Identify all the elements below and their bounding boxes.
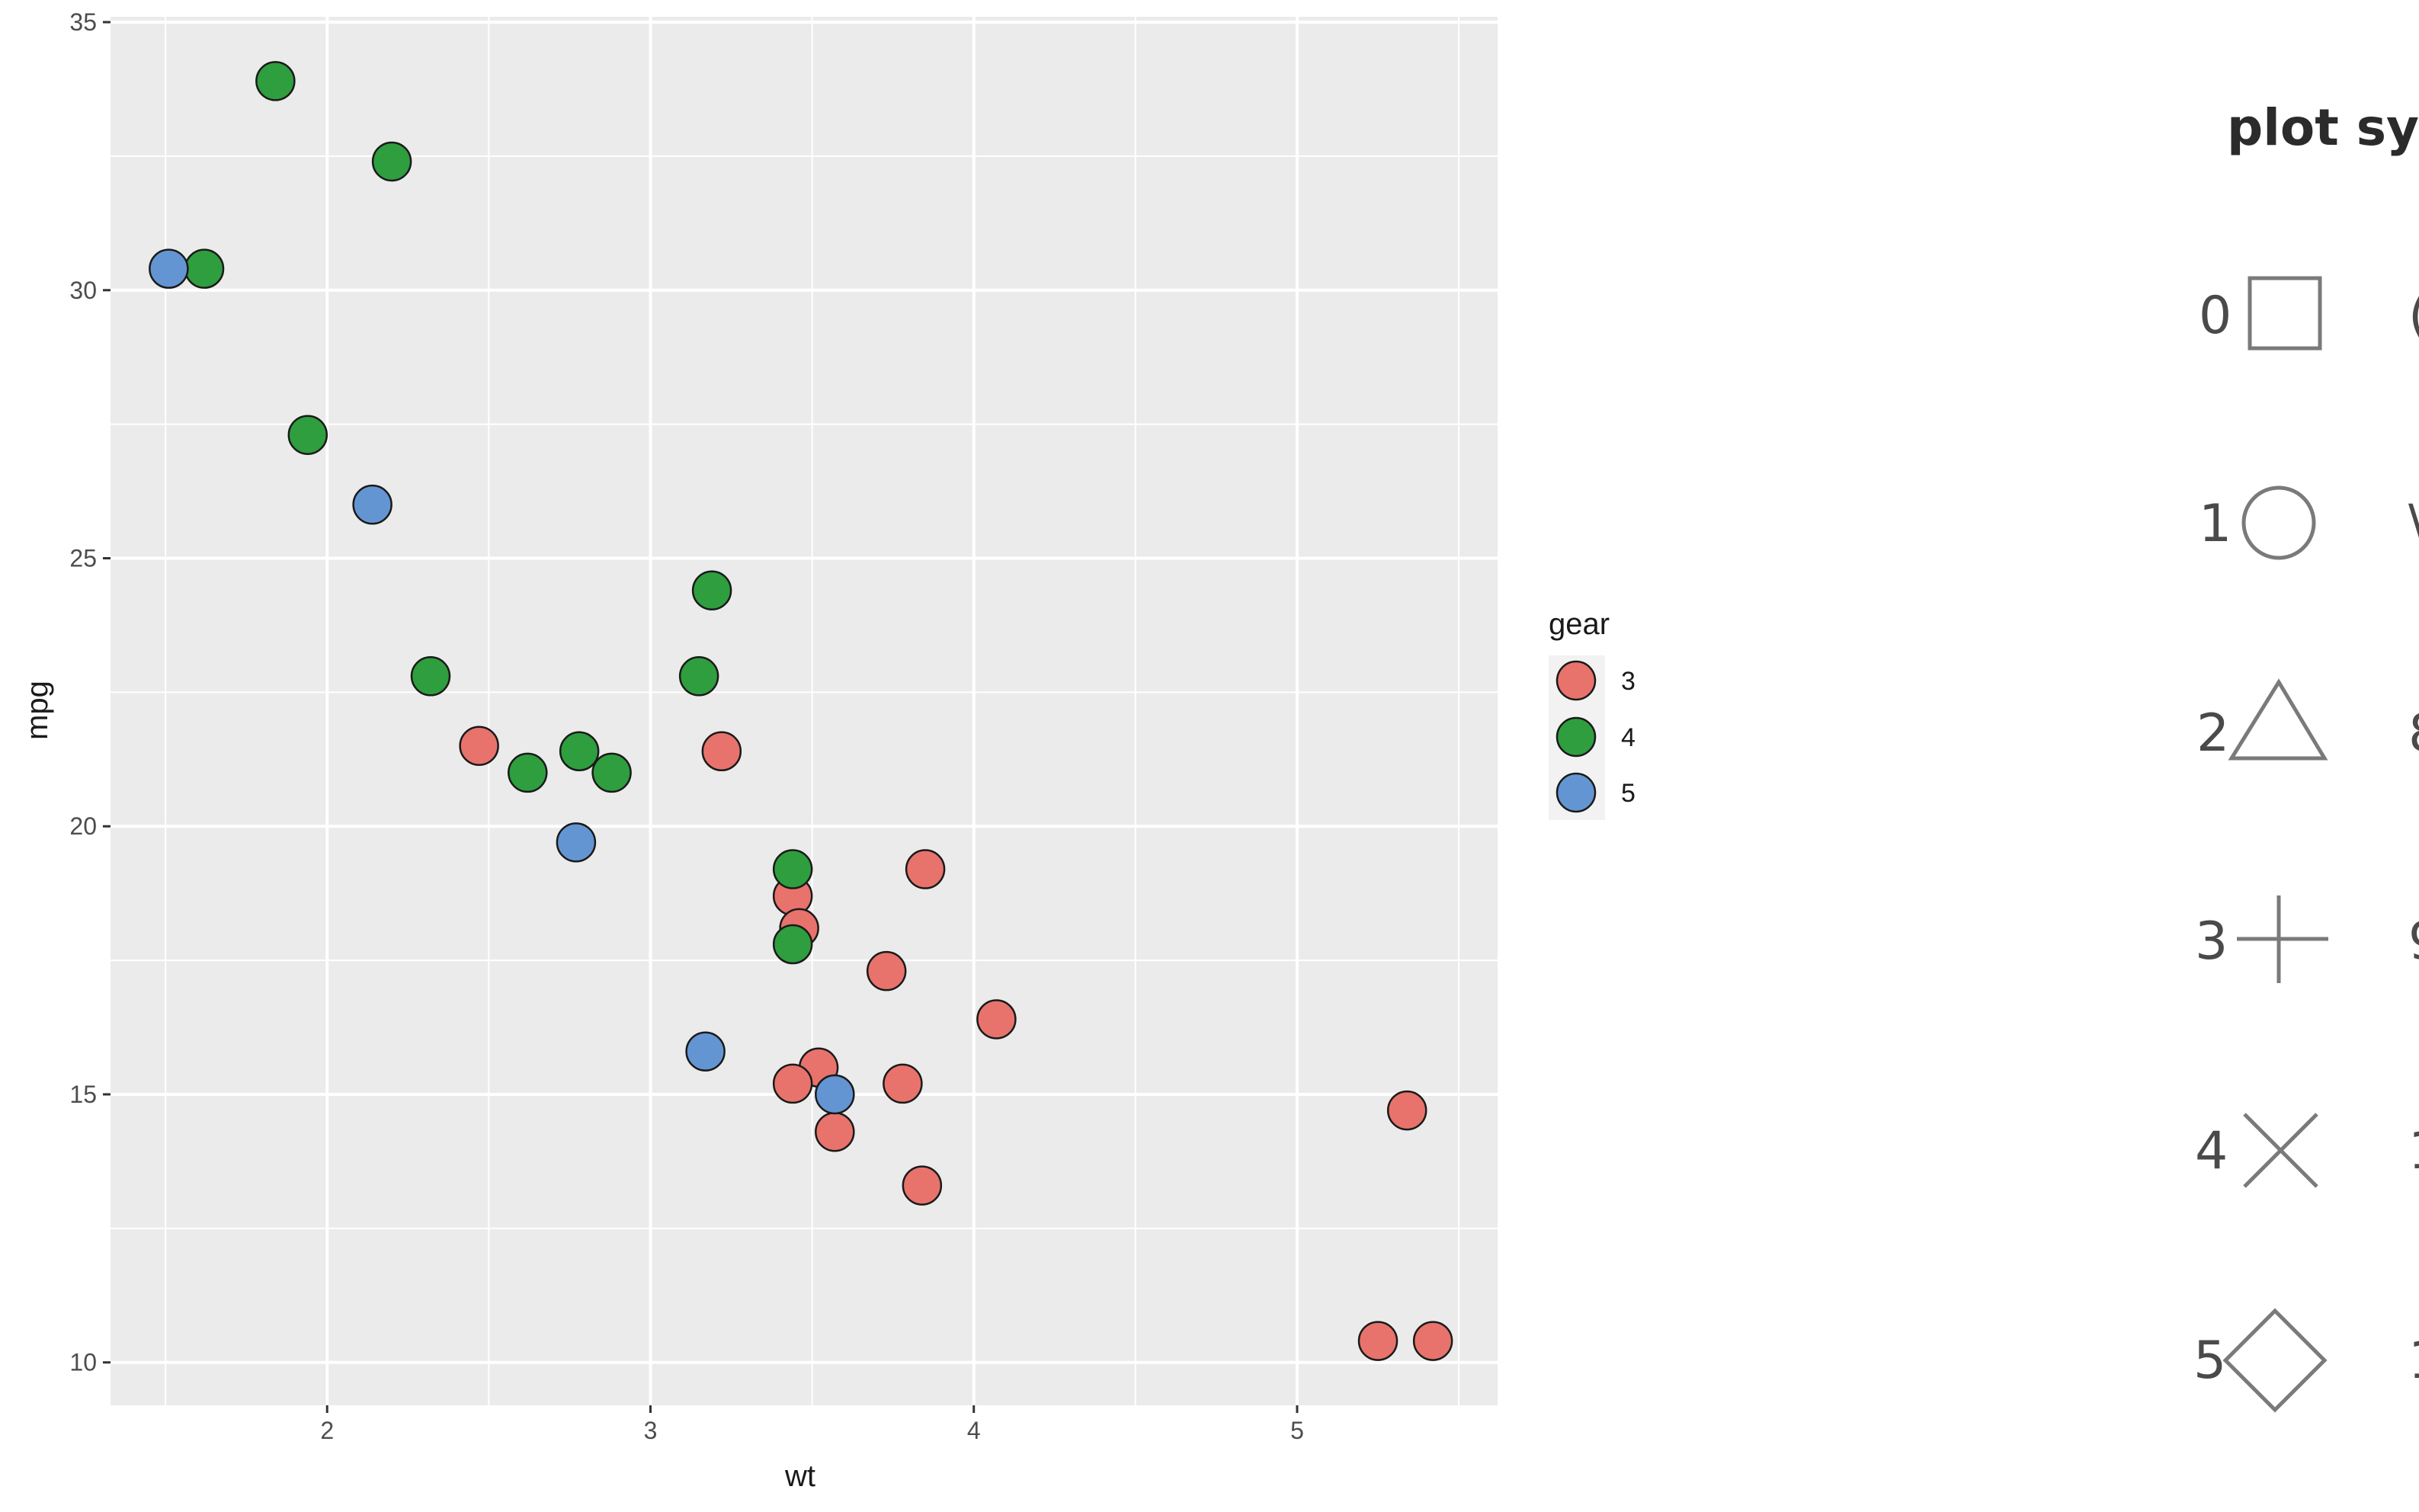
scatter-point-gear-4 [591,752,632,793]
scatter-point-gear-4 [287,415,328,455]
scatter-point-gear-3 [905,849,946,889]
scatter-point-gear-5 [685,1031,726,1072]
scatter-point-gear-4 [255,61,296,101]
symbol-right-col-3: 9 [2408,911,2419,972]
scatter-point-gear-4 [772,849,813,889]
minor-gridlines [111,17,1498,1405]
y-tick-label: 30 [69,277,97,304]
legend-title: gear [1549,607,1610,641]
scatter-point-gear-3 [1386,1090,1427,1131]
symbol-number-2: 2 [2196,703,2229,764]
plot-symbols-panel: plot sy 0 ( 1 \ 2 8 3 9 4 1 5 1 [2193,98,2419,1413]
x-tick-label: 2 [320,1417,334,1444]
scatter-point-gear-5 [149,248,189,289]
x-tick-label: 3 [644,1417,658,1444]
plus-icon [2237,895,2328,983]
symbol-right-col-5: 1 [2408,1331,2419,1391]
square-icon [2248,276,2322,351]
y-tick-label: 10 [69,1349,97,1376]
x-tick-label: 5 [1290,1417,1304,1444]
axis-ticks: 2 3 4 5 10 15 20 25 30 35 [69,8,1303,1444]
legend: gear 3 4 5 [1549,607,1636,820]
scatter-point-gear-5 [556,822,597,863]
scatter-point-gear-3 [866,950,907,991]
symbol-number-5: 5 [2193,1331,2226,1391]
scatter-point-gear-4 [410,656,451,697]
scatter-point-gear-3 [815,1111,855,1152]
scatter-point-gear-3 [902,1165,943,1206]
cross-icon [2243,1113,2318,1188]
y-tick-label: 25 [69,545,97,572]
legend-label-3: 3 [1621,667,1636,696]
triangle-icon [2228,678,2328,761]
scatter-point-gear-3 [772,1063,813,1104]
scatter-point-gear-3 [1357,1321,1399,1361]
circle-icon [2241,485,2316,560]
legend-key-5 [1556,772,1597,813]
scatter-points [149,61,1453,1361]
plot-panel [111,17,1498,1405]
scatter-point-gear-4 [772,924,813,965]
major-gridlines [111,17,1498,1405]
y-tick-label: 20 [69,812,97,840]
scatter-point-gear-5 [352,484,392,525]
symbol-number-3: 3 [2195,911,2228,972]
scatter-point-gear-4 [691,570,732,610]
legend-key-4 [1556,716,1597,758]
legend-label-4: 4 [1621,723,1636,752]
scatter-point-gear-3 [701,731,742,772]
legend-key-3 [1556,660,1597,701]
x-tick-label: 4 [967,1417,981,1444]
y-axis-title: mpg [21,681,54,740]
legend-keys: 3 4 5 [1556,660,1636,813]
symbol-number-4: 4 [2195,1121,2228,1181]
scatter-point-gear-3 [459,726,499,766]
symbol-right-col-1: \ [2408,494,2419,554]
symbols-title: plot sy [2227,98,2419,157]
scatter-point-gear-4 [184,248,225,289]
symbol-right-col-0: ( [2408,286,2419,346]
y-tick-label: 15 [69,1081,97,1108]
scatter-point-gear-5 [815,1074,855,1115]
symbol-right-col-2: 8 [2408,703,2419,764]
legend-label-5: 5 [1621,779,1636,808]
scatter-point-gear-3 [976,999,1017,1040]
x-axis-title: wt [784,1459,815,1493]
scatter-point-gear-3 [883,1063,923,1104]
scatter-point-gear-4 [508,752,548,793]
diamond-icon [2222,1308,2328,1413]
scatter-point-gear-4 [678,656,719,697]
scatter-point-gear-4 [371,141,412,182]
y-tick-label: 35 [69,8,97,36]
symbol-number-1: 1 [2199,494,2232,554]
symbol-right-col-4: 1 [2408,1121,2419,1181]
scatter-point-gear-4 [559,731,600,772]
symbol-number-0: 0 [2199,286,2232,346]
scatter-point-gear-3 [1412,1321,1453,1361]
